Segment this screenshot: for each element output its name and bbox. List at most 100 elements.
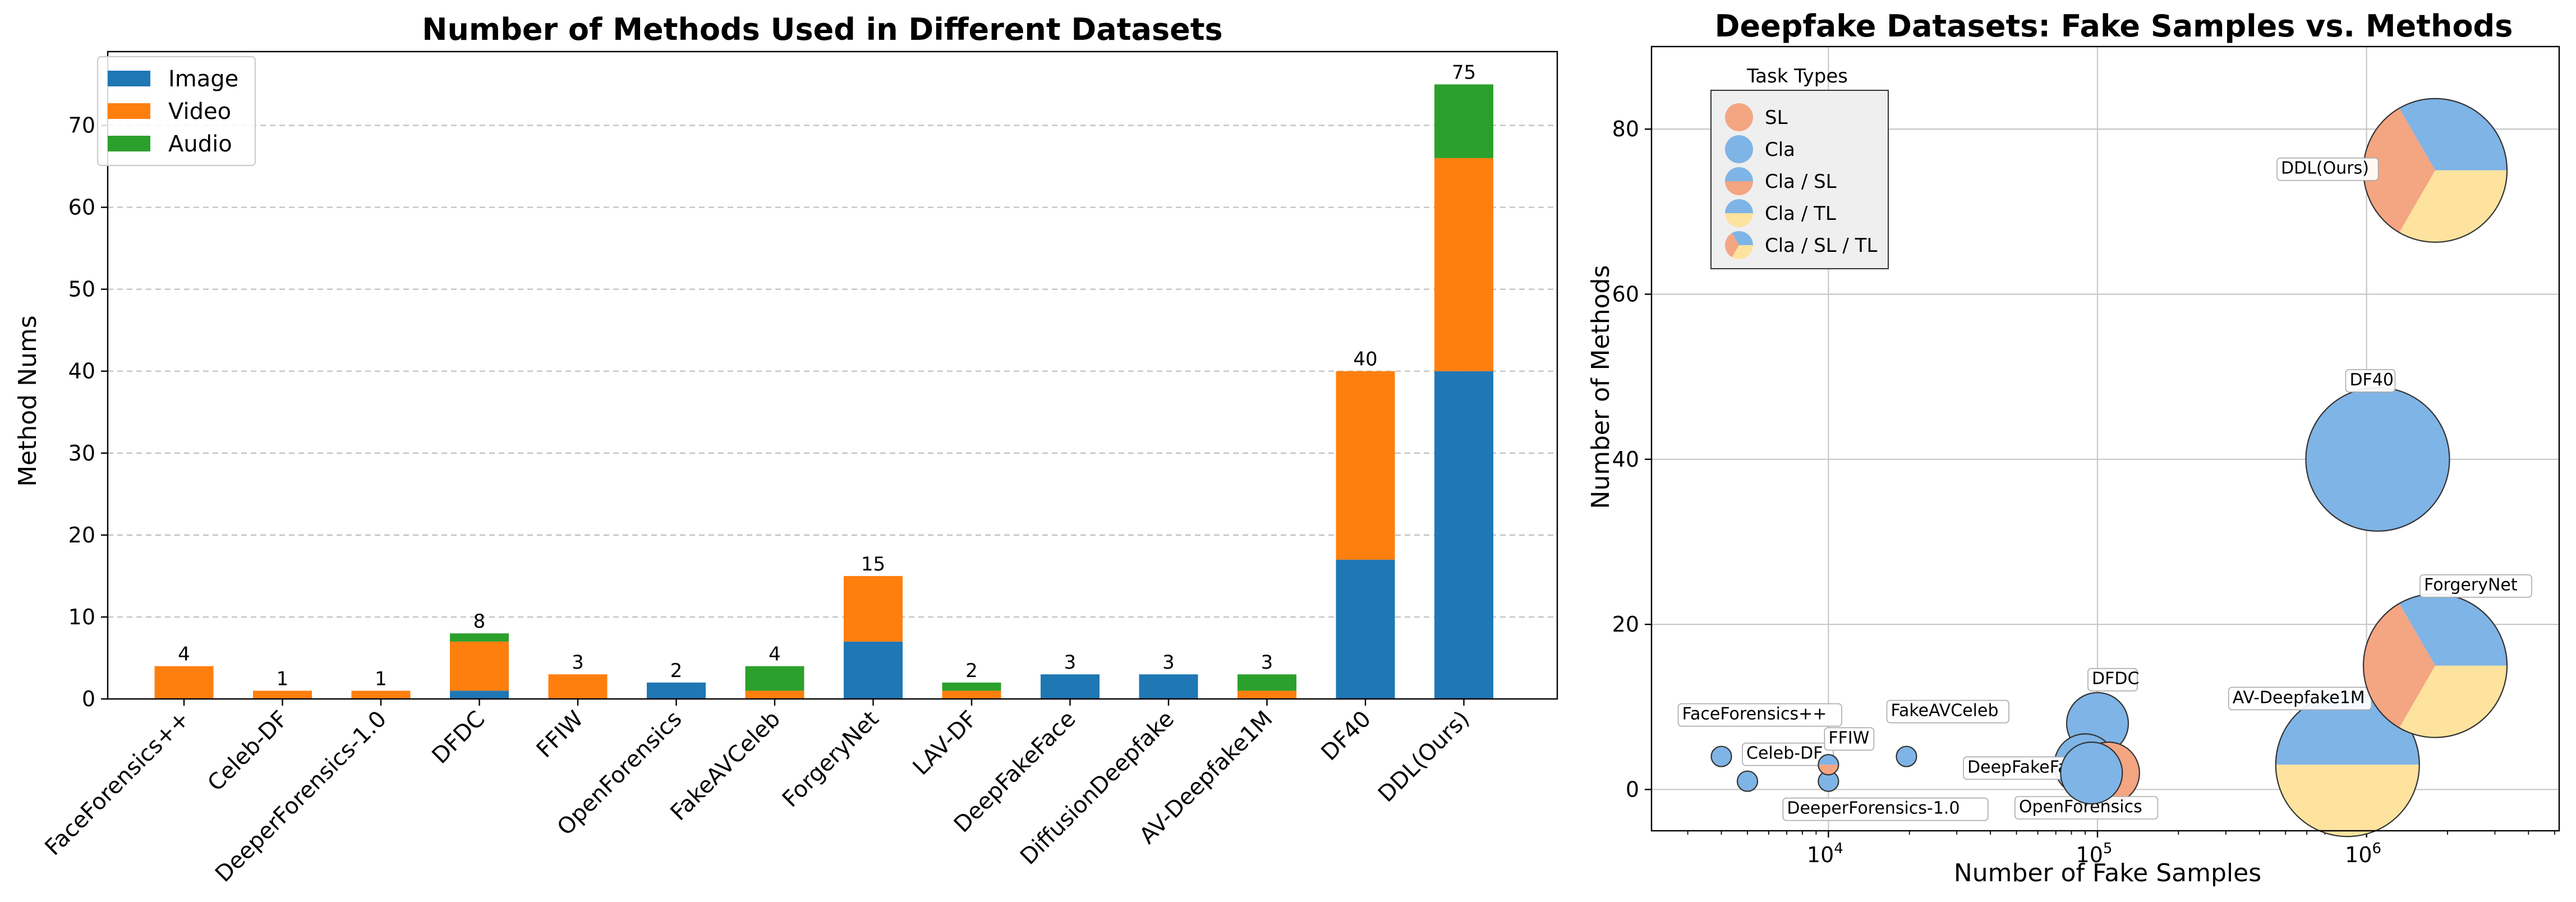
scatter-x-tick-label: 104 <box>1807 840 1843 867</box>
scatter-legend-items: SL Cla Cla / SL Cla / TL Cla / SL / TL <box>1725 103 1877 260</box>
bar-y-tick-label: 70 <box>68 113 95 137</box>
bar-video-segment <box>450 641 509 691</box>
scatter-point: FakeAVCeleb <box>1886 699 2009 767</box>
scatter-x-tick-label: 105 <box>2076 840 2113 867</box>
scatter-y-tick-label: 60 <box>1612 282 1639 306</box>
bar-category-label: FFIW <box>532 706 588 763</box>
cla-fill <box>1711 746 1732 767</box>
bar-total-label: 1 <box>375 668 387 690</box>
scatter-x-tick-label: 106 <box>2345 840 2381 867</box>
bar-category-label: DFDC <box>427 706 490 769</box>
point-label-box <box>2345 369 2396 393</box>
bar-category-label: Celeb-DF <box>203 706 293 797</box>
scatter-point: ForgeryNet <box>2362 574 2532 738</box>
scatter-legend: Task Types SL Cla Cla / SL Cla / TL Cla / SL… <box>1710 65 1889 269</box>
legend-video-swatch <box>108 103 150 119</box>
point-label: DeeperForensics-1.0 <box>1787 799 1959 818</box>
pie-wedge <box>1732 245 1753 260</box>
bar-category-labels: FaceForensics++ Celeb-DFDeeperForensics-1… <box>40 699 1475 887</box>
bar-total-label: 2 <box>670 660 683 682</box>
point-label: Celeb-DF <box>1746 744 1823 763</box>
bubble-outline <box>1818 754 1839 776</box>
bar-y-tick-label: 20 <box>68 523 95 547</box>
bar-video-segment <box>351 691 411 699</box>
pie-wedge <box>2399 593 2508 666</box>
point-label-box <box>1824 727 1875 751</box>
pie-wedge <box>1818 765 1839 775</box>
bar-video-segment <box>154 666 214 699</box>
bar-y-tick-label: 40 <box>68 359 95 384</box>
bar-image-segment <box>450 691 509 699</box>
bubble-outline <box>1736 770 1759 792</box>
scatter-point: DeeperForensics-1.0 <box>1782 770 1989 821</box>
point-label-box <box>2276 157 2379 181</box>
pie-wedge <box>2399 98 2508 171</box>
cla-fill <box>1818 771 1839 791</box>
bar-total-label: 4 <box>769 643 781 666</box>
bar-video-segment <box>942 691 1001 699</box>
bar-category-label: DDL(Ours) <box>1373 706 1474 807</box>
bar-image-segment <box>1139 674 1198 699</box>
bar-image-segment <box>647 682 706 699</box>
bar-total-label: 40 <box>1353 348 1377 371</box>
legend-image-swatch <box>108 71 150 86</box>
pie-wedge <box>1725 167 1753 181</box>
point-label-box <box>1742 742 1834 766</box>
scatter-legend-label: Cla <box>1765 139 1795 161</box>
scatter-point: FaceForensics++ <box>1677 703 1842 767</box>
bar-video-segment <box>745 691 804 699</box>
scatter-y-tick-label: 80 <box>1612 117 1639 141</box>
scatter-y-tick-label: 0 <box>1626 777 1639 802</box>
scatter-chart-title: Deepfake Datasets: Fake Samples vs. Meth… <box>1715 8 2513 44</box>
scatter-legend-label: SL <box>1765 107 1788 129</box>
pie-wedge <box>2275 765 2419 837</box>
scatter-legend-entry: SL <box>1725 103 1788 131</box>
scatter-legend-label: Cla / TL <box>1765 203 1836 225</box>
bubble-outline <box>2060 741 2123 805</box>
scatter-points: FaceForensics++ Celeb-DF DeeperForensics-1… <box>1677 98 2532 837</box>
legend-video-label: Video <box>168 99 231 125</box>
bar-total-label: 8 <box>473 610 486 633</box>
legend-audio-label: Audio <box>168 131 232 157</box>
bar-chart-ylabel: Method Nums <box>13 315 42 487</box>
bar-category-label: DF40 <box>1316 706 1376 766</box>
bar-y-tick-label: 0 <box>82 687 95 711</box>
bar-y-tick-label: 60 <box>68 195 95 220</box>
bar-total-label: 3 <box>1261 651 1273 674</box>
bar-total-label: 3 <box>1162 651 1175 674</box>
bar-category-label: FaceForensics++ <box>40 706 195 861</box>
bar-y-tick-label: 50 <box>68 277 95 302</box>
bar-image-segment <box>844 641 903 699</box>
scatter-point <box>2060 741 2123 805</box>
cla-fill <box>2306 387 2450 531</box>
bar-legend: Image Video Audio <box>96 56 256 167</box>
bar-audio-segment <box>450 633 509 642</box>
scatter-legend-entry: Cla <box>1725 135 1795 163</box>
legend-image-label: Image <box>168 66 238 92</box>
pie-wedge <box>2399 170 2508 242</box>
bar-video-segment <box>253 691 312 699</box>
point-label: AV-Deepfake1M <box>2233 688 2365 707</box>
bar-category-label: LAV-DF <box>908 706 982 780</box>
bar-total-label: 75 <box>1452 61 1476 84</box>
legend-sl-glyph <box>1725 103 1753 131</box>
point-label-box <box>1886 699 2009 724</box>
pie-wedge <box>1725 199 1753 213</box>
bar-total-label: 3 <box>1064 651 1077 674</box>
bar-audio-segment <box>942 682 1001 691</box>
tick-exponent: 6 <box>2372 840 2382 857</box>
pie-wedge <box>1818 754 1839 765</box>
tick-exponent: 4 <box>1834 840 1843 857</box>
bar-grid <box>108 125 1557 618</box>
scatter-point: FFIW <box>1818 727 1875 776</box>
bar-y-tick-label: 10 <box>68 605 95 629</box>
pie-wedge <box>2399 665 2508 738</box>
scatter-y-tick-label: 20 <box>1612 612 1639 637</box>
bar-y-ticks: 0 10 20 30 40 50 60 70 <box>68 113 108 711</box>
point-label: DDL(Ours) <box>2281 159 2369 178</box>
point-label: DF40 <box>2349 370 2394 390</box>
bar-audio-segment <box>1238 674 1296 691</box>
point-label: DFDC <box>2092 669 2139 689</box>
